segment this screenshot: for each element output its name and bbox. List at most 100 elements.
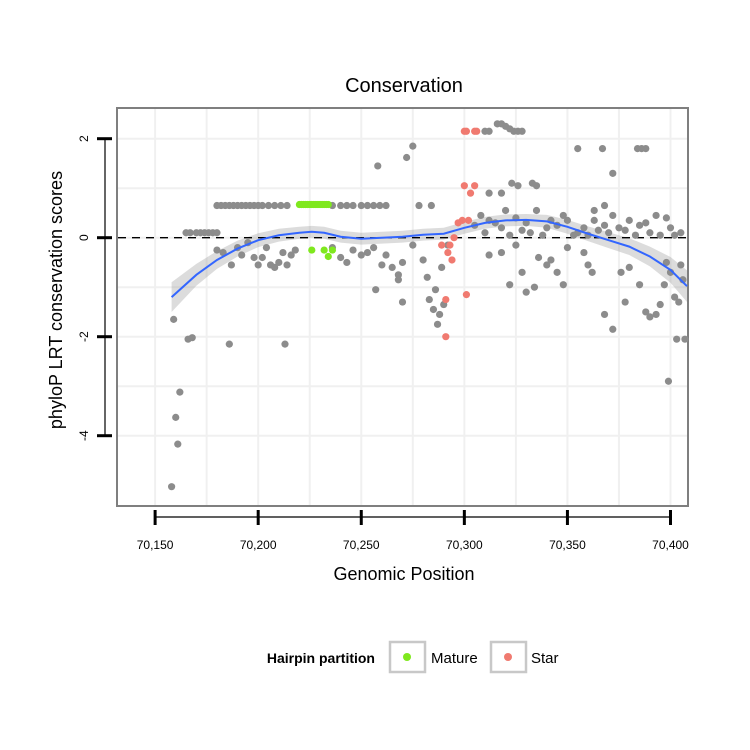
x-tick-label: 70,300 xyxy=(446,538,483,552)
other-point xyxy=(514,182,522,190)
other-point xyxy=(337,253,345,262)
other-point xyxy=(394,271,402,279)
legend-dot-mature xyxy=(403,653,411,661)
y-axis-label: phyloP LRT conservation scores xyxy=(46,171,66,429)
plot-panel xyxy=(116,107,689,507)
other-point xyxy=(559,281,567,289)
other-point xyxy=(635,281,644,289)
x-tick-label: 70,250 xyxy=(343,538,380,552)
other-point xyxy=(543,261,551,269)
other-point xyxy=(363,201,372,210)
other-point xyxy=(677,229,685,237)
other-point xyxy=(370,244,378,252)
legend-label-star: Star xyxy=(531,650,559,667)
star-point xyxy=(460,182,468,190)
x-tick-label: 70,200 xyxy=(240,538,277,552)
other-point xyxy=(343,201,351,210)
other-point xyxy=(343,258,351,267)
star-point xyxy=(458,216,466,224)
other-point xyxy=(506,281,514,289)
other-point xyxy=(621,298,629,306)
other-point xyxy=(219,248,227,257)
other-point xyxy=(172,413,180,421)
other-point xyxy=(429,305,438,314)
legend-key-mature xyxy=(388,640,427,674)
other-point xyxy=(635,221,644,229)
other-point xyxy=(660,281,668,289)
other-point xyxy=(485,251,493,259)
y-tick-label: -2 xyxy=(77,331,91,342)
confidence-band xyxy=(171,213,688,312)
other-point xyxy=(394,276,402,284)
star-point xyxy=(466,189,475,197)
y-tick-label: 2 xyxy=(77,135,91,142)
other-point xyxy=(590,216,598,224)
other-point xyxy=(258,201,266,210)
x-tick-label: 70,350 xyxy=(549,538,586,552)
other-point xyxy=(652,310,660,319)
other-point xyxy=(186,229,194,237)
other-point xyxy=(349,246,357,254)
other-point xyxy=(518,268,526,276)
other-point xyxy=(508,179,516,187)
other-point xyxy=(615,224,623,232)
other-point xyxy=(518,127,526,135)
other-point xyxy=(600,310,609,319)
other-point xyxy=(174,440,182,448)
other-point xyxy=(646,229,654,237)
mature-point xyxy=(308,246,316,254)
mature-point xyxy=(328,246,337,254)
other-point xyxy=(625,216,633,224)
chart-title: Conservation xyxy=(345,75,463,97)
other-point xyxy=(398,258,407,267)
other-point xyxy=(213,246,221,254)
other-point xyxy=(646,313,654,321)
other-point xyxy=(675,298,683,306)
other-point xyxy=(382,251,390,259)
other-point xyxy=(609,169,617,177)
other-point xyxy=(617,268,625,276)
other-point xyxy=(677,261,685,269)
other-point xyxy=(497,189,506,197)
other-point xyxy=(382,201,390,210)
other-point xyxy=(363,248,372,257)
other-point xyxy=(666,224,675,232)
other-point xyxy=(621,226,629,234)
other-point xyxy=(277,201,285,210)
scatter-points xyxy=(168,120,689,491)
other-point xyxy=(580,248,588,257)
other-point xyxy=(530,283,539,291)
other-point xyxy=(539,231,547,239)
other-point xyxy=(372,286,380,294)
star-point xyxy=(446,241,454,249)
star-point xyxy=(462,127,471,135)
other-point xyxy=(662,214,670,222)
other-point xyxy=(547,256,555,264)
other-point xyxy=(409,142,417,150)
other-point xyxy=(254,261,262,269)
other-point xyxy=(271,201,279,210)
other-point xyxy=(534,253,543,262)
other-point xyxy=(673,335,681,343)
other-point xyxy=(370,201,378,210)
other-point xyxy=(283,201,291,210)
other-point xyxy=(481,229,489,237)
other-point xyxy=(398,298,407,306)
star-point xyxy=(442,295,450,304)
star-point xyxy=(473,127,481,135)
other-point xyxy=(283,261,291,269)
other-point xyxy=(262,244,271,252)
star-point xyxy=(444,248,452,257)
other-point xyxy=(409,241,417,249)
y-tick-label: 0 xyxy=(77,234,91,241)
star-point xyxy=(471,182,479,190)
other-point xyxy=(337,201,345,210)
other-point xyxy=(605,229,613,237)
other-point xyxy=(642,308,650,316)
other-point xyxy=(656,300,664,309)
other-point xyxy=(563,216,572,224)
other-point xyxy=(415,201,423,210)
other-point xyxy=(642,145,650,153)
other-point xyxy=(388,263,396,271)
